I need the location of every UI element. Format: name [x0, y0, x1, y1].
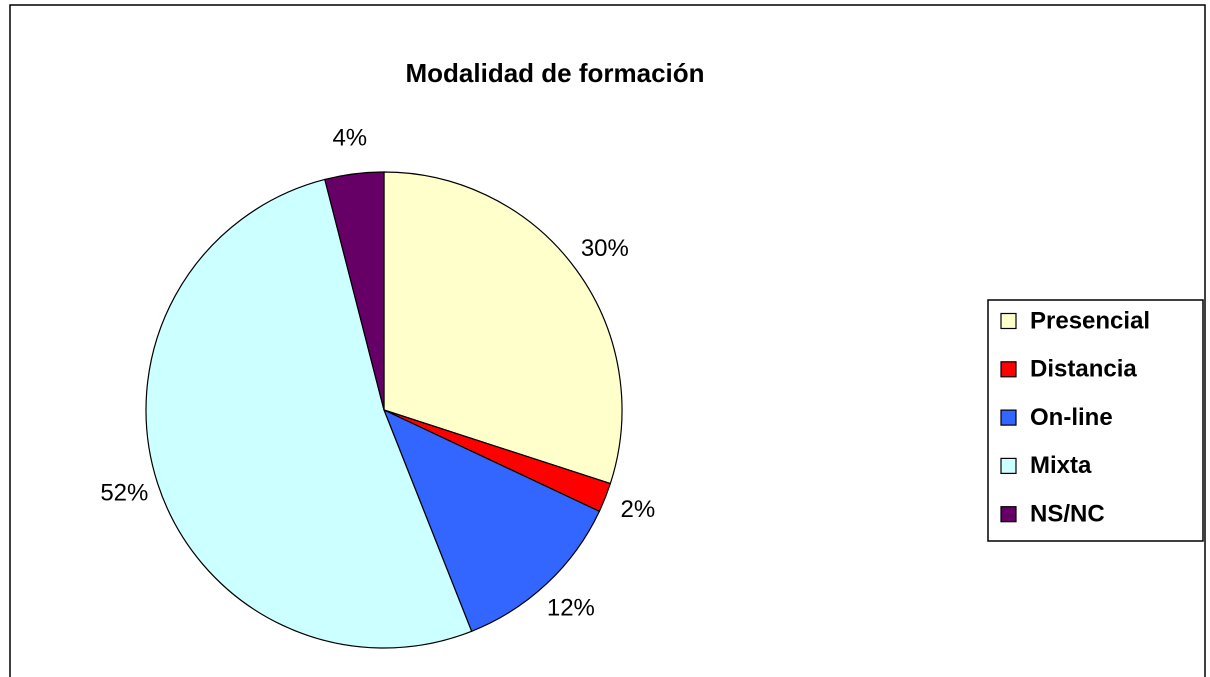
- legend-label: NS/NC: [1030, 501, 1105, 528]
- legend-swatch: [1000, 409, 1017, 426]
- data-label: 30%: [581, 235, 629, 262]
- pie-slice: [324, 171, 385, 411]
- legend-label: Distancia: [1030, 356, 1137, 383]
- data-label: 2%: [620, 496, 655, 523]
- chart-title: Modalidad de formación: [405, 58, 704, 88]
- data-label: 4%: [332, 124, 367, 151]
- legend-label: On-line: [1030, 404, 1113, 431]
- pie-slice: [382, 408, 601, 633]
- legend-swatch: [1000, 312, 1017, 330]
- legend-box: [987, 299, 1204, 542]
- pie-slice: [145, 178, 473, 649]
- legend-label: Presencial: [1030, 307, 1150, 334]
- data-label: 12%: [547, 594, 595, 621]
- legend-label: Mixta: [1030, 452, 1092, 479]
- data-label: 52%: [100, 480, 148, 507]
- legend-swatch: [1000, 457, 1017, 474]
- legend-swatch: [1000, 506, 1017, 523]
- legend-swatch: [1000, 361, 1017, 378]
- pie-slice: [383, 171, 623, 485]
